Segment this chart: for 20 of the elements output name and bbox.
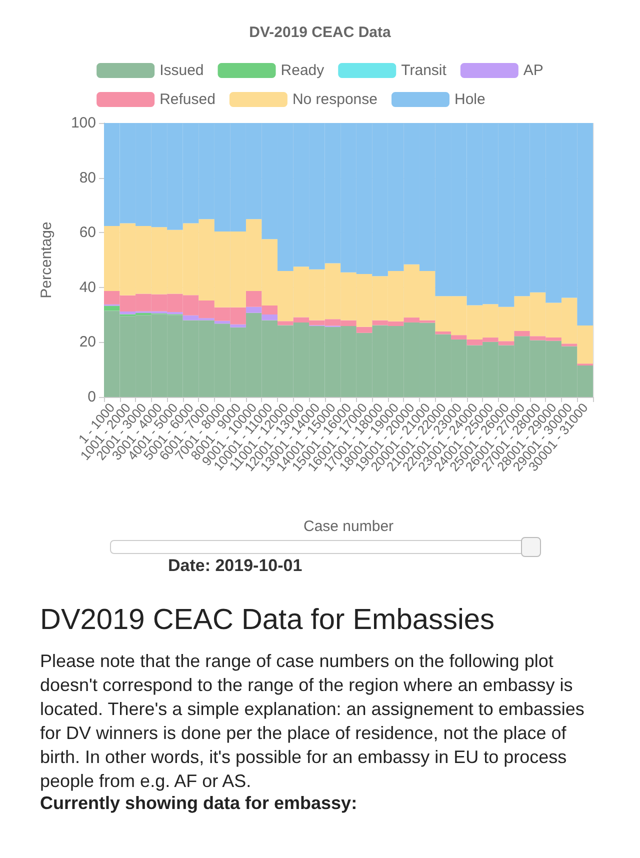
y-tick-label: 60 (79, 224, 96, 242)
legend-label: Transit (401, 62, 448, 79)
y-tick-label: 0 (88, 388, 96, 406)
text: Date: 2019-10-01 (167, 556, 304, 576)
y-tick-label: 100 (70, 114, 96, 132)
chart-title: DV-2019 CEAC Data (249, 24, 392, 41)
text: Please note that the range of case numbers on the following plot doesn't correspond to the range of the region where an embassy is located. There's a simple explanation: an assignement to embassies for DV winners is done per the place of residence, not the place of birth. In other words, it's possible for an embassy in EU to process people from e.g. AF or AS. (40, 650, 586, 793)
legend-label: No response (292, 91, 378, 108)
text: DV2019 CEAC Data for Embassies (40, 604, 496, 637)
y-axis-title: Percentage (38, 222, 55, 298)
x-axis-title: Case number (303, 518, 394, 535)
text: Currently showing data for embassy: (40, 793, 358, 814)
legend-label: Issued (160, 62, 204, 79)
legend-label: Refused (160, 91, 216, 108)
y-tick-label: 20 (79, 334, 96, 351)
y-tick-label: 40 (79, 278, 96, 296)
legend-label: Ready (280, 62, 325, 79)
legend-label: AP (523, 62, 544, 79)
y-tick-label: 80 (79, 169, 96, 186)
legend-label: Hole (454, 91, 486, 108)
